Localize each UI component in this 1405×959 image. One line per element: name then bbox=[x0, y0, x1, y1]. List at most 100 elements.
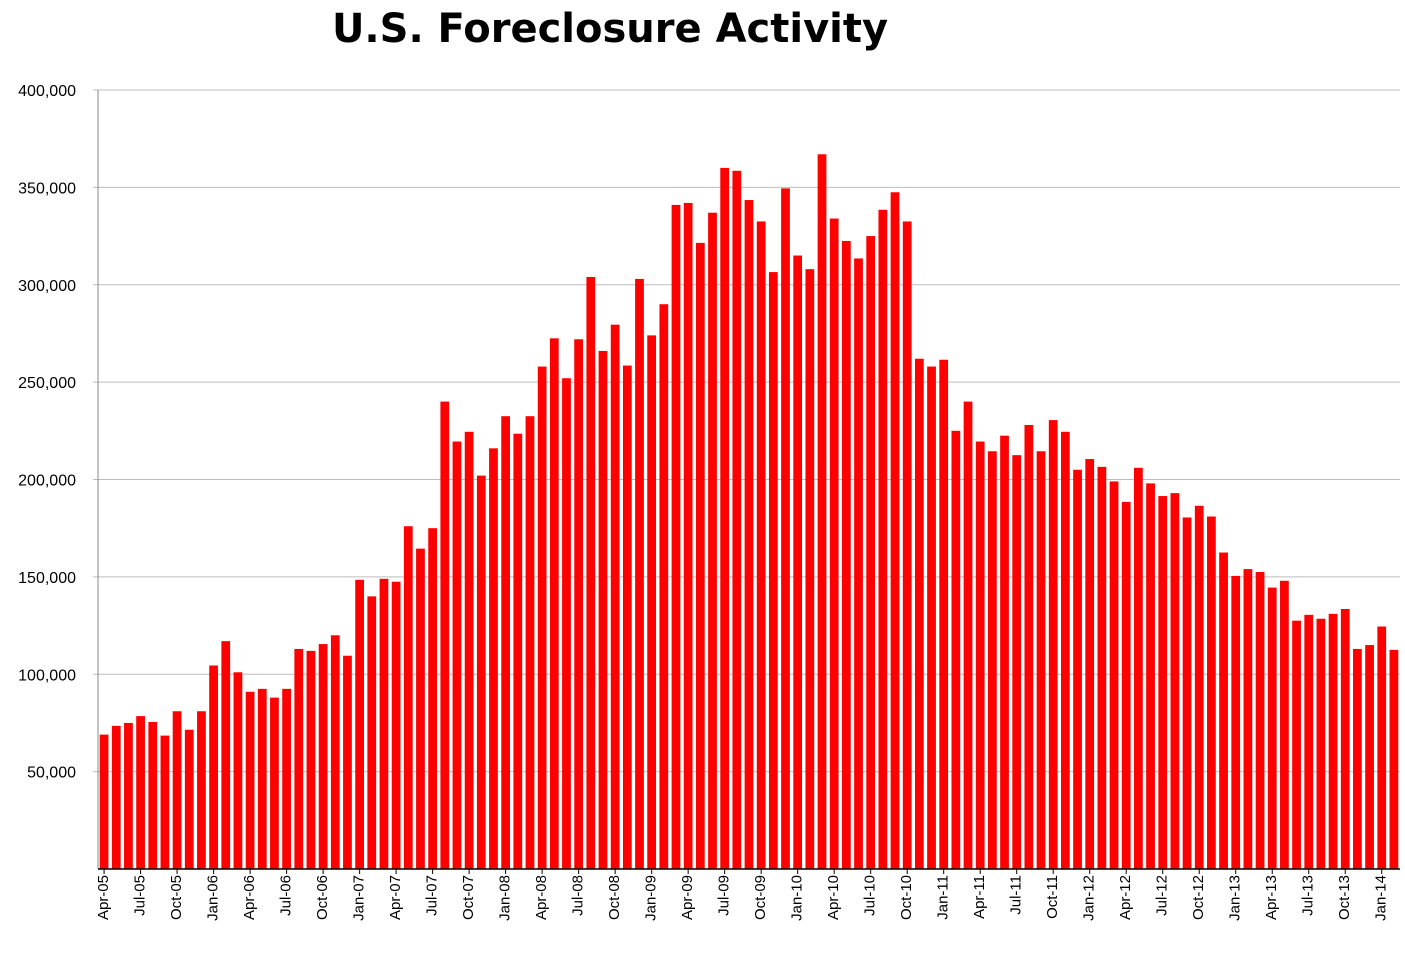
bar bbox=[829, 218, 839, 869]
bar bbox=[1146, 483, 1155, 869]
bar bbox=[440, 401, 450, 869]
bar bbox=[416, 548, 425, 869]
bar bbox=[270, 697, 279, 869]
bar bbox=[1073, 469, 1082, 869]
bar bbox=[1182, 517, 1192, 869]
bar bbox=[914, 358, 924, 869]
x-tick-label: Oct-09 bbox=[752, 875, 769, 920]
bar bbox=[866, 236, 876, 869]
y-tick-labels: 50,000 100,000 150,000 200,000 250,000 300,00… bbox=[18, 83, 76, 782]
y-tick-label: 250,000 bbox=[18, 375, 76, 392]
bar bbox=[987, 451, 997, 869]
x-tick-label: Oct-08 bbox=[606, 875, 623, 920]
bar bbox=[1353, 648, 1362, 869]
x-tick-label: Jan-10 bbox=[789, 875, 806, 921]
bar bbox=[403, 526, 413, 869]
bar bbox=[257, 688, 267, 869]
x-tick-label: Apr-11 bbox=[971, 875, 988, 919]
x-tick-label: Apr-05 bbox=[95, 875, 112, 920]
x-tick-label: Jul-10 bbox=[862, 875, 879, 916]
bar bbox=[221, 641, 231, 869]
bar bbox=[1060, 431, 1070, 869]
bar bbox=[720, 167, 730, 869]
bar bbox=[124, 722, 133, 869]
bar bbox=[756, 221, 766, 870]
bar bbox=[963, 401, 973, 869]
bar bbox=[172, 711, 182, 869]
bar bbox=[768, 272, 778, 869]
x-tick-label: Oct-12 bbox=[1190, 875, 1207, 920]
bar bbox=[1170, 493, 1180, 869]
bar bbox=[805, 269, 815, 869]
bar bbox=[1121, 501, 1131, 869]
y-tick-label: 350,000 bbox=[18, 180, 76, 197]
bar bbox=[1109, 481, 1119, 869]
bar bbox=[744, 200, 754, 869]
bars bbox=[99, 154, 1399, 870]
chart-title: U.S. Foreclosure Activity bbox=[331, 6, 889, 52]
axes bbox=[97, 90, 1400, 870]
x-tick-label: Apr-09 bbox=[679, 875, 696, 920]
bar bbox=[355, 579, 364, 869]
bar bbox=[1097, 466, 1107, 869]
bar bbox=[525, 416, 535, 869]
bar bbox=[1365, 645, 1374, 869]
bar bbox=[1243, 569, 1253, 869]
bar bbox=[1377, 626, 1387, 869]
bar bbox=[379, 578, 389, 869]
x-tick-label: Apr-13 bbox=[1263, 875, 1280, 920]
bar bbox=[732, 170, 742, 870]
bar bbox=[549, 338, 559, 869]
bar bbox=[1255, 572, 1265, 869]
bar bbox=[99, 734, 109, 869]
bar bbox=[160, 735, 170, 869]
bar bbox=[136, 716, 145, 869]
bar bbox=[318, 644, 328, 869]
bar bbox=[1304, 614, 1314, 869]
x-tick-label: Jul-13 bbox=[1300, 875, 1317, 916]
bar bbox=[647, 335, 657, 869]
bar bbox=[1231, 575, 1241, 869]
x-tick-label: Jan-09 bbox=[643, 875, 660, 921]
bar bbox=[671, 204, 681, 870]
bar bbox=[1158, 496, 1168, 869]
bar bbox=[939, 359, 949, 869]
y-tick-label: 50,000 bbox=[27, 765, 76, 782]
bar bbox=[1340, 609, 1350, 869]
x-tick-label: Jul-09 bbox=[716, 875, 733, 916]
bar bbox=[1328, 613, 1338, 869]
bar bbox=[586, 276, 596, 870]
bar bbox=[294, 648, 304, 869]
bar bbox=[927, 366, 936, 869]
x-tick-label: Jul-07 bbox=[424, 875, 441, 916]
bar bbox=[598, 350, 608, 870]
bar bbox=[574, 339, 584, 869]
x-tick-label: Apr-10 bbox=[825, 875, 842, 920]
bar bbox=[537, 366, 547, 869]
bar bbox=[245, 691, 255, 869]
bar bbox=[817, 154, 827, 869]
bar bbox=[854, 258, 863, 869]
bar bbox=[197, 711, 206, 869]
bar bbox=[890, 192, 900, 869]
x-tick-label: Jan-06 bbox=[205, 875, 222, 921]
x-tick-labels: Apr-05 Jul-05 Oct-05 Jan-06 Apr-06 Jul-06 Oct-… bbox=[95, 869, 1390, 921]
bar bbox=[562, 378, 571, 869]
bar bbox=[793, 255, 803, 870]
bar bbox=[184, 729, 194, 869]
bar bbox=[1194, 505, 1204, 869]
x-tick-label: Jan-08 bbox=[497, 875, 514, 921]
bar bbox=[1316, 618, 1326, 869]
x-tick-label: Jul-05 bbox=[132, 875, 149, 916]
bar bbox=[282, 688, 291, 869]
x-tick-label: Jan-07 bbox=[351, 875, 368, 921]
y-tick-label: 100,000 bbox=[18, 667, 76, 684]
bar bbox=[428, 528, 438, 869]
bar bbox=[1207, 516, 1216, 869]
x-tick-label: Jan-11 bbox=[935, 875, 952, 920]
bar bbox=[1024, 424, 1034, 869]
x-tick-label: Jan-14 bbox=[1373, 875, 1390, 921]
bar bbox=[1292, 620, 1301, 869]
x-tick-label: Apr-08 bbox=[533, 875, 550, 920]
bar bbox=[841, 240, 851, 869]
